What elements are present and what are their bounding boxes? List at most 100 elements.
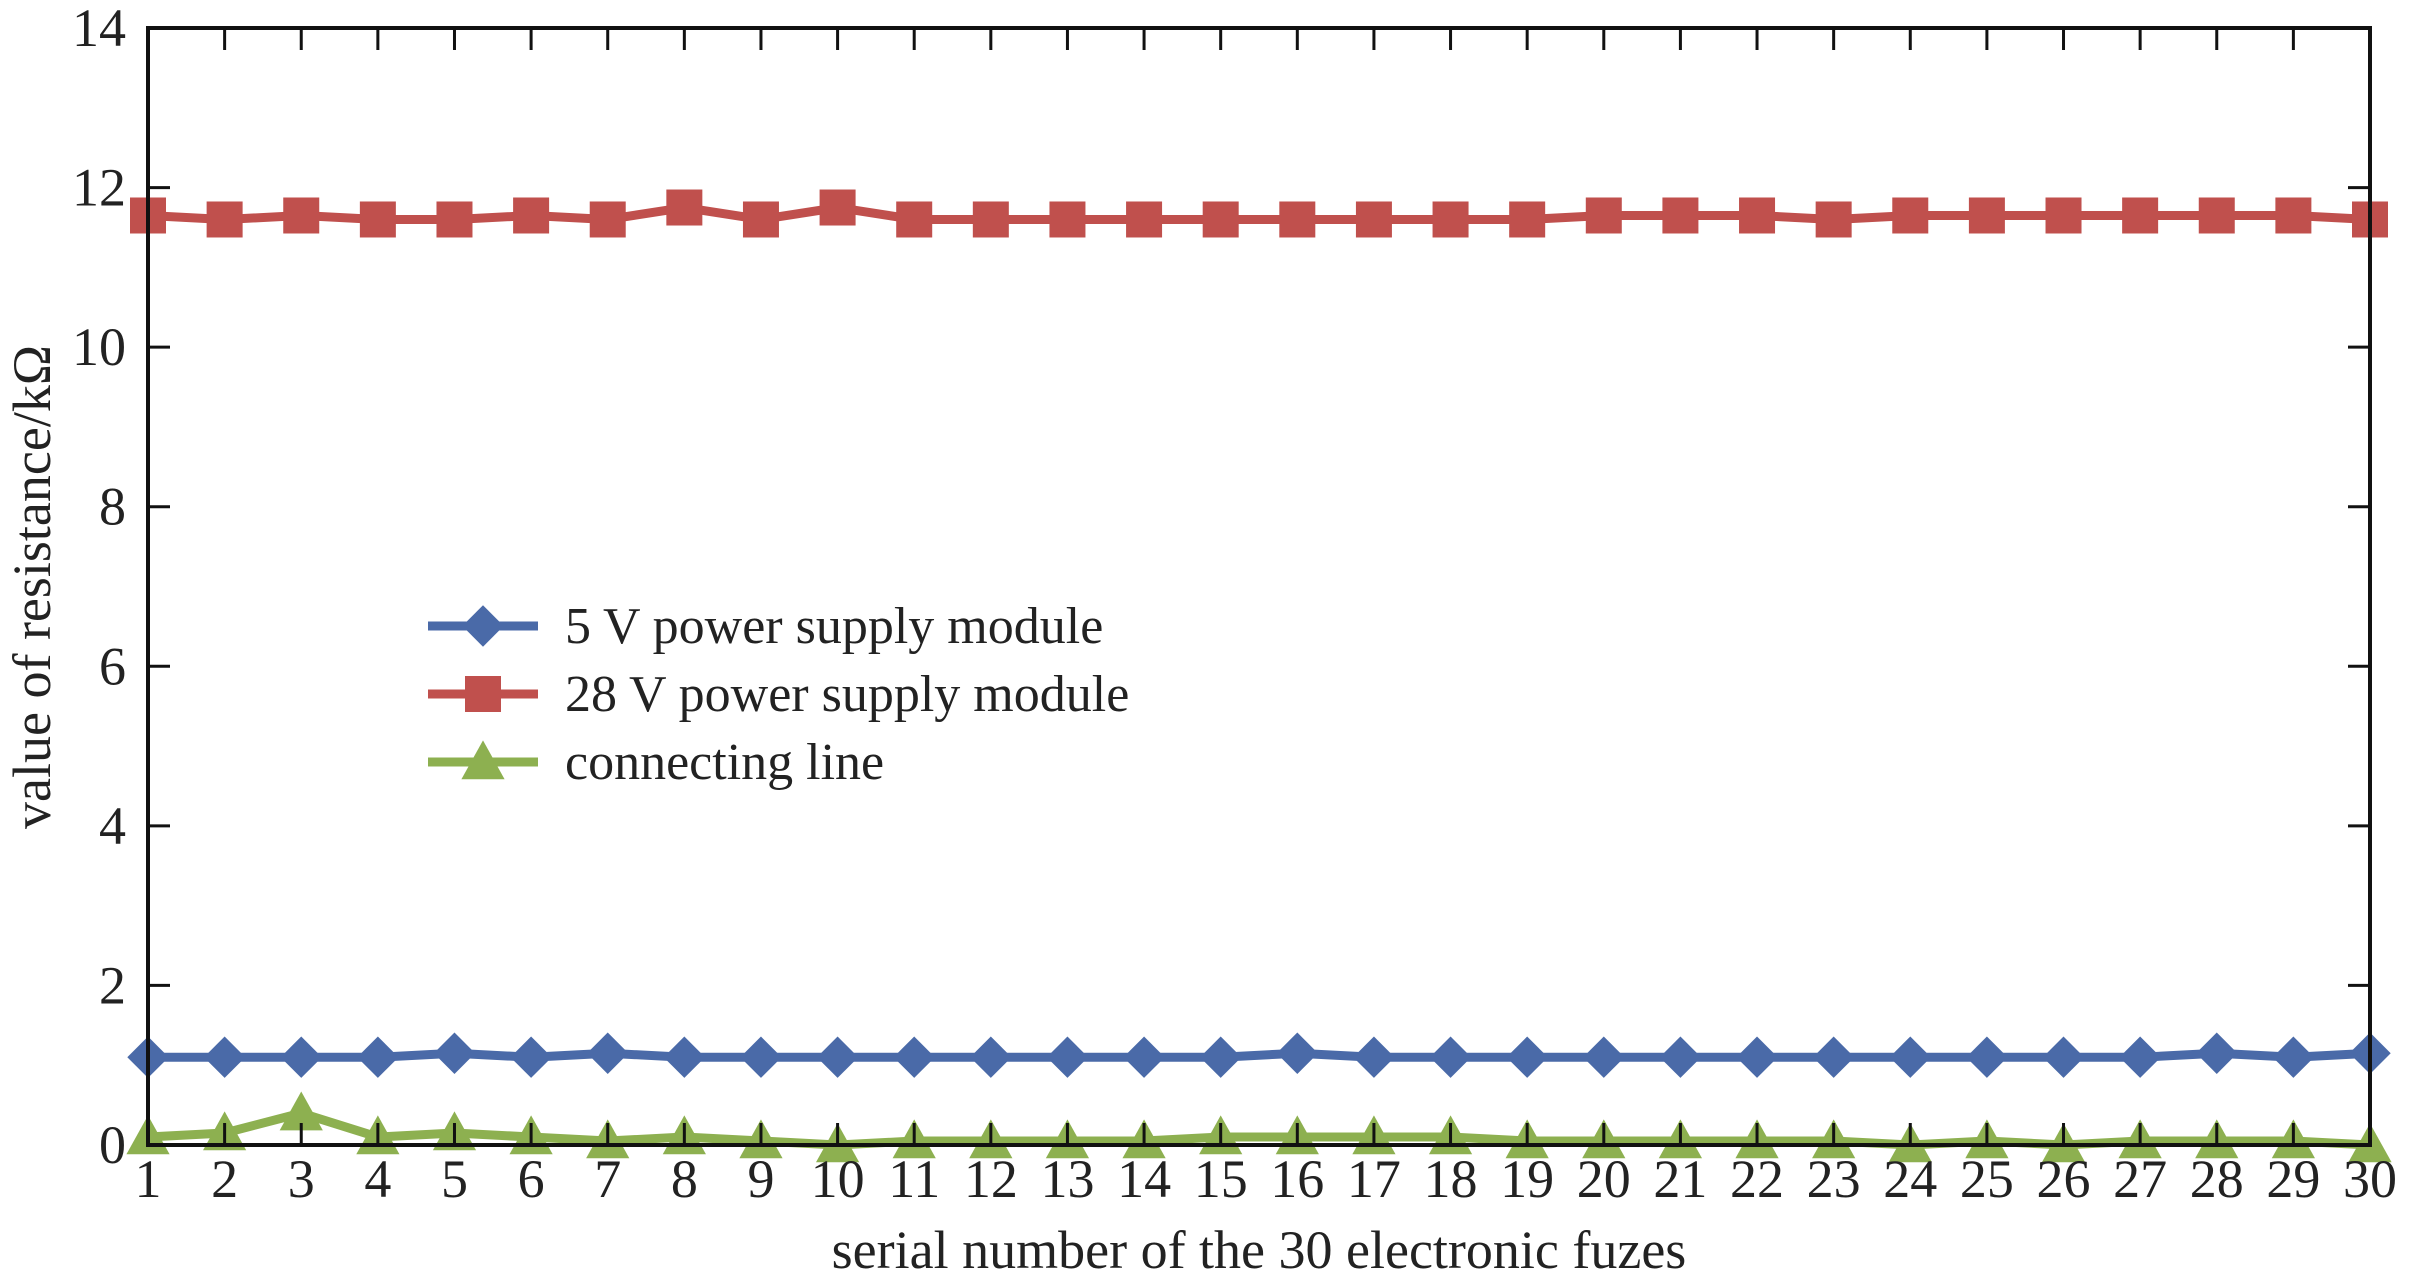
data-point	[1892, 197, 1929, 234]
x-tick-label: 11	[888, 1149, 940, 1209]
legend-entry: 5 V power supply module	[428, 598, 1103, 655]
data-point	[1276, 1032, 1319, 1074]
series-1	[127, 1032, 2391, 1078]
x-axis-title: serial number of the 30 electronic fuzes	[832, 1220, 1687, 1280]
data-point	[1432, 201, 1469, 238]
series-line	[148, 1048, 2371, 1062]
data-point	[972, 201, 1009, 238]
x-tick-label: 15	[1194, 1149, 1248, 1209]
data-point	[1659, 1036, 1702, 1078]
y-axis: 0 2 4 6 8 10 12 14	[72, 0, 2370, 1175]
y-tick-label: 10	[72, 317, 126, 377]
x-tick-label: 30	[2343, 1149, 2397, 1209]
data-point	[1583, 1036, 1625, 1078]
x-tick-label: 8	[671, 1149, 698, 1209]
legend-label: 28 V power supply module	[565, 666, 1129, 723]
legend-label: connecting line	[565, 734, 884, 791]
legend-marker	[465, 676, 501, 712]
legend-marker	[462, 605, 504, 647]
plot-frame	[146, 26, 2372, 1147]
data-point	[203, 1036, 246, 1078]
data-point	[1279, 201, 1316, 238]
x-tick-label: 9	[747, 1149, 774, 1209]
y-axis-title: value of resistance/kΩ	[2, 345, 62, 829]
x-tick-label: 14	[1117, 1149, 1171, 1209]
data-point	[1202, 201, 1239, 238]
x-tick-label: 1	[135, 1149, 162, 1209]
data-point	[1506, 1036, 1548, 1078]
x-tick-label: 18	[1424, 1149, 1478, 1209]
data-point	[2196, 1032, 2238, 1074]
data-point	[893, 1036, 935, 1078]
y-tick-label: 8	[99, 477, 126, 537]
data-point	[1662, 197, 1699, 234]
x-tick-label: 6	[518, 1149, 545, 1209]
legend-label: 5 V power supply module	[565, 598, 1103, 655]
legend-marker	[461, 740, 505, 780]
data-point	[1123, 1036, 1165, 1078]
data-point	[279, 1091, 323, 1131]
y-tick-label: 12	[72, 158, 126, 218]
data-point	[970, 1036, 1012, 1078]
x-tick-label: 12	[964, 1149, 1018, 1209]
y-tick-label: 4	[99, 796, 126, 856]
x-tick-label: 17	[1347, 1149, 1401, 1209]
data-point	[357, 1036, 399, 1078]
x-tick-label: 21	[1653, 1149, 1707, 1209]
x-tick-label: 5	[441, 1149, 468, 1209]
data-point	[587, 1032, 629, 1074]
data-point	[1739, 197, 1776, 234]
x-tick-label: 20	[1577, 1149, 1631, 1209]
data-point	[1353, 1036, 1395, 1078]
data-point	[896, 201, 933, 238]
x-axis: 1 2 3 4 5 6 7 8 9 10 11 12 13 14 15 16 17 18 19 20 21 22 23 24 2…	[135, 28, 2397, 1209]
x-tick-label: 28	[2190, 1149, 2244, 1209]
data-point	[1968, 197, 2005, 234]
x-tick-label: 29	[2266, 1149, 2320, 1209]
data-point	[816, 1036, 859, 1078]
data-point	[819, 189, 856, 226]
data-point	[1126, 201, 1163, 238]
x-tick-label: 27	[2113, 1149, 2167, 1209]
x-tick-label: 26	[2037, 1149, 2091, 1209]
data-point	[2119, 1036, 2161, 1078]
data-point	[433, 1032, 476, 1074]
x-tick-label: 10	[811, 1149, 865, 1209]
data-point	[280, 1036, 322, 1078]
data-point	[1585, 197, 1622, 234]
data-point	[513, 197, 550, 234]
data-point	[1815, 201, 1852, 238]
data-point	[2122, 197, 2159, 234]
x-tick-label: 16	[1270, 1149, 1324, 1209]
x-tick-label: 24	[1883, 1149, 1937, 1209]
data-point	[359, 201, 396, 238]
x-tick-label: 23	[1807, 1149, 1861, 1209]
data-point	[742, 201, 779, 238]
y-tick-label: 2	[99, 955, 126, 1015]
series-line	[147, 203, 2371, 224]
data-point	[2272, 1036, 2315, 1078]
data-point	[1966, 1036, 2008, 1078]
data-point	[510, 1036, 552, 1078]
y-tick-label: 0	[99, 1115, 126, 1175]
data-point	[1736, 1036, 1778, 1078]
x-tick-label: 22	[1730, 1149, 1784, 1209]
data-point	[2198, 197, 2235, 234]
data-point	[1429, 1036, 1472, 1078]
x-tick-label: 7	[594, 1149, 621, 1209]
y-tick-label: 14	[72, 0, 126, 58]
legend: 5 V power supply module 28 V power supply…	[428, 598, 1129, 791]
data-point	[206, 201, 243, 238]
data-point	[740, 1036, 782, 1078]
data-point	[2045, 197, 2082, 234]
data-point	[1049, 201, 1086, 238]
data-point	[1355, 201, 1392, 238]
legend-entry: 28 V power supply module	[428, 666, 1129, 723]
x-tick-label: 19	[1500, 1149, 1554, 1209]
series-2	[130, 189, 2388, 238]
x-tick-label: 3	[288, 1149, 315, 1209]
legend-entry: connecting line	[428, 734, 884, 791]
data-point	[1046, 1036, 1089, 1078]
data-point	[2275, 197, 2312, 234]
data-point	[1812, 1036, 1855, 1078]
